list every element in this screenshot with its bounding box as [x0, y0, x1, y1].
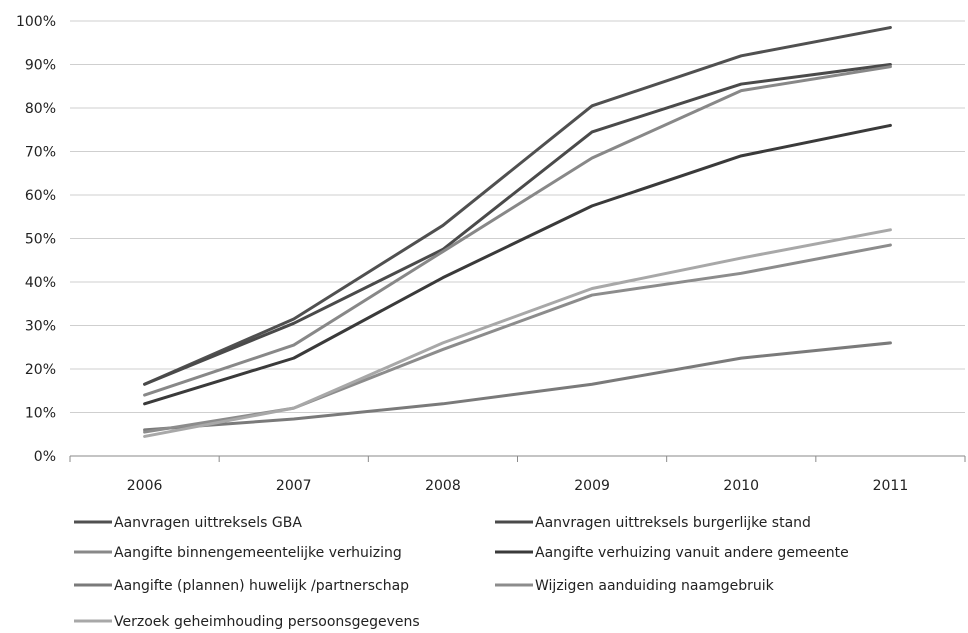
legend-label: Aangifte verhuizing vanuit andere gemeen…: [535, 545, 849, 561]
y-tick-label: 50%: [25, 232, 56, 248]
x-axis: 2006 2007 2008 2009 2010 2011: [69, 456, 966, 494]
series-line-2: [143, 63, 892, 386]
series-line-7: [143, 228, 892, 438]
y-axis: 0% 10% 20% 30% 40% 50% 60% 70% 80% 90% 100%: [16, 14, 56, 465]
y-tick-label: 10%: [25, 406, 56, 422]
legend-label: Wijzigen aanduiding naamgebruik: [535, 578, 775, 594]
y-tick-label: 90%: [25, 58, 56, 74]
gridlines: [70, 20, 965, 457]
series-line-1: [143, 26, 892, 386]
series-lines: [143, 26, 892, 438]
y-tick-label: 40%: [25, 275, 56, 291]
y-tick-label: 60%: [25, 188, 56, 204]
series-line-4: [143, 123, 892, 406]
x-tick-label: 2010: [723, 478, 759, 494]
x-tick-label: 2011: [873, 478, 909, 494]
legend: Aanvragen uittreksels GBA Aanvragen uittr…: [74, 515, 849, 630]
y-tick-label: 100%: [16, 14, 56, 30]
legend-label: Verzoek geheimhouding persoonsgegevens: [114, 614, 420, 630]
legend-label: Aanvragen uittreksels burgerlijke stand: [535, 515, 811, 531]
legend-label: Aangifte (plannen) huwelijk /partnerscha…: [114, 578, 409, 594]
y-tick-label: 70%: [25, 145, 56, 161]
legend-label: Aanvragen uittreksels GBA: [114, 515, 302, 531]
y-tick-label: 20%: [25, 362, 56, 378]
x-tick-label: 2006: [127, 478, 163, 494]
x-tick-label: 2009: [574, 478, 610, 494]
y-tick-label: 0%: [34, 449, 56, 465]
x-tick-label: 2007: [276, 478, 312, 494]
y-tick-label: 80%: [25, 101, 56, 117]
x-tick-label: 2008: [425, 478, 461, 494]
series-line-5: [143, 341, 892, 432]
y-tick-label: 30%: [25, 319, 56, 335]
legend-label: Aangifte binnengemeentelijke verhuizing: [114, 545, 402, 561]
series-line-3: [143, 65, 892, 397]
